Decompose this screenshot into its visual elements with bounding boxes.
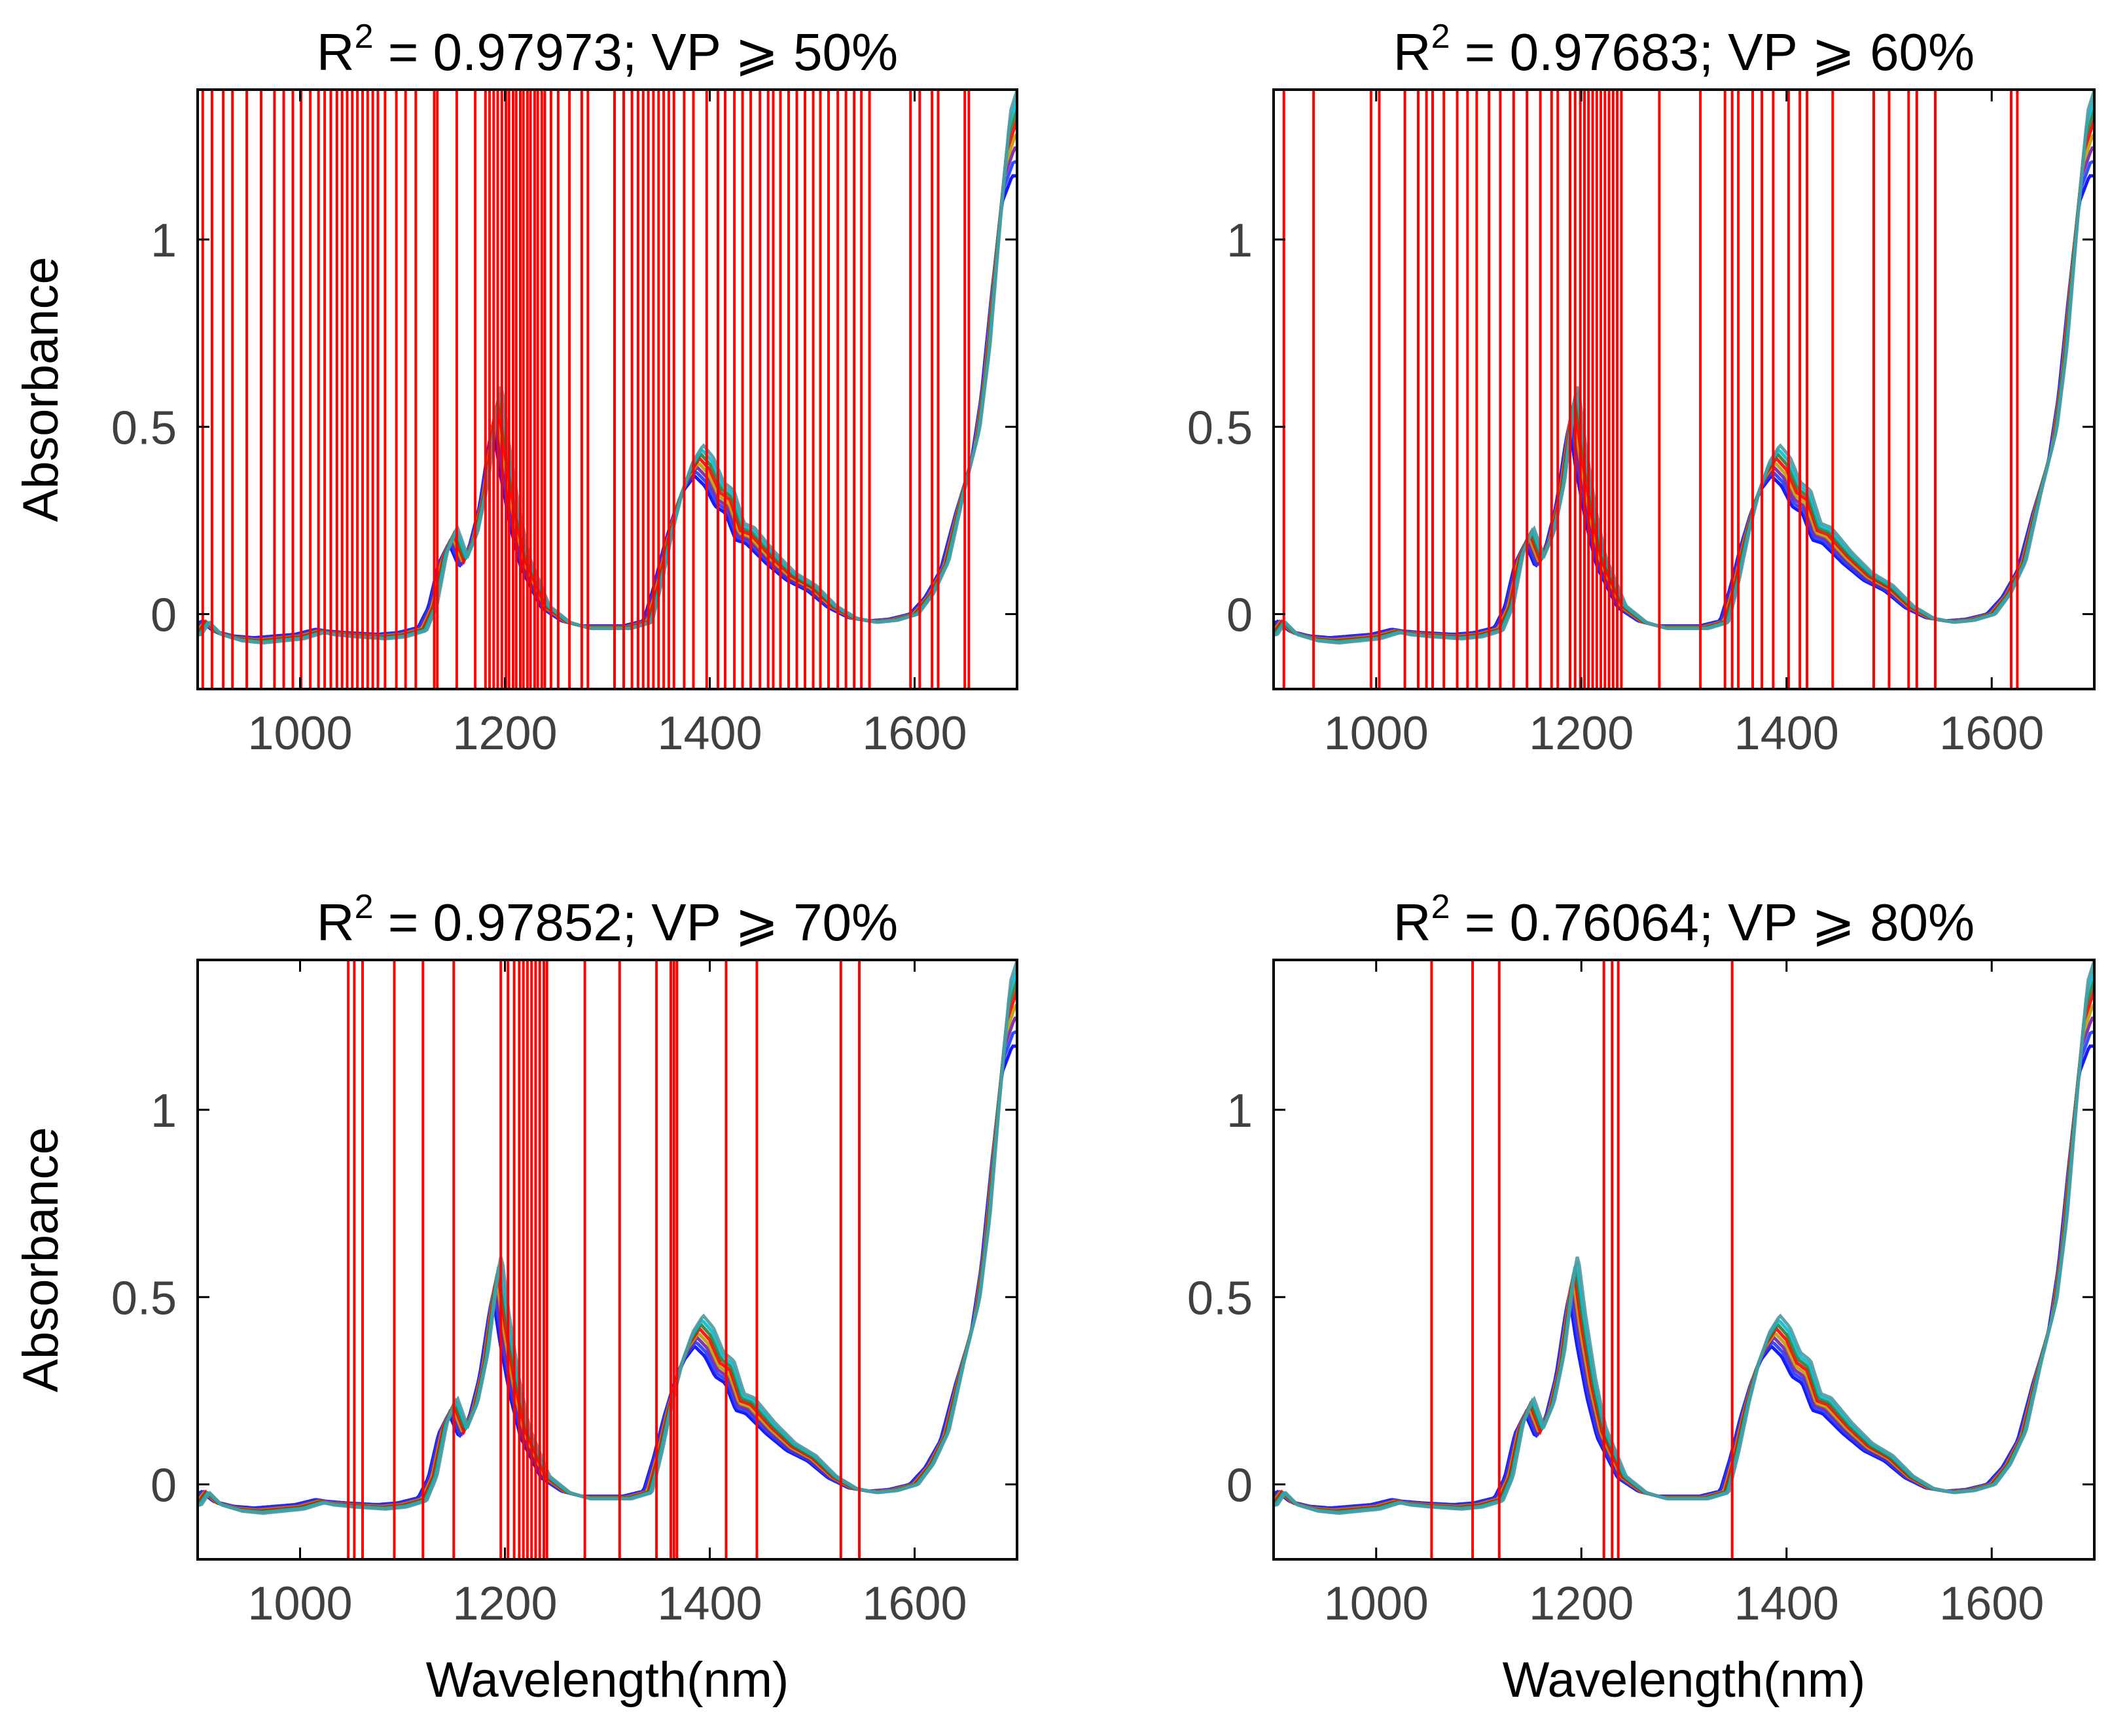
x-tick-label: 1600 bbox=[862, 707, 967, 760]
x-axis-label: Wavelength(nm) bbox=[426, 1652, 789, 1708]
plot-frame bbox=[196, 959, 1018, 1561]
chart-panel-4: 1000 1200 1400 1600 0 0.5 1 R2 = 0.76064; VP ⩾ … bbox=[1187, 888, 2096, 1708]
chart-panel-3: 1000 1200 1400 1600 0 0.5 1 R2 = 0.97852; VP ⩾ … bbox=[13, 888, 1018, 1708]
x-tick-label: 1600 bbox=[1939, 1578, 2044, 1630]
title-superscript: 2 bbox=[355, 18, 374, 56]
x-tick-label: 1000 bbox=[247, 707, 352, 760]
x-tick-label: 1600 bbox=[1939, 707, 2044, 760]
title-rest: = 0.97973; VP ⩾ 50% bbox=[374, 23, 899, 81]
title-superscript: 2 bbox=[1431, 888, 1450, 926]
x-tick-label: 1000 bbox=[247, 1578, 352, 1630]
y-tick-label: 0.5 bbox=[1187, 1272, 1253, 1324]
y-tick-label: 0.5 bbox=[111, 1272, 177, 1324]
y-tick-label: 1 bbox=[151, 1085, 177, 1137]
y-tick-label: 1 bbox=[1226, 215, 1253, 267]
spectrum-line bbox=[1274, 960, 2094, 1515]
title-prefix: R bbox=[317, 893, 355, 951]
title-prefix: R bbox=[317, 23, 355, 81]
y-tick-label: 0 bbox=[151, 1460, 177, 1512]
y-tick-label: 0 bbox=[151, 590, 177, 642]
spectrum-line bbox=[1274, 90, 2094, 645]
selected-wavelength-lines bbox=[1282, 90, 2019, 689]
x-tick-label: 1000 bbox=[1324, 1578, 1429, 1630]
chart-title: R2 = 0.97683; VP ⩾ 60% bbox=[1393, 18, 1975, 81]
y-tick-label: 0 bbox=[1226, 590, 1253, 642]
plot-frame bbox=[1272, 959, 2096, 1561]
x-tick-label: 1400 bbox=[1734, 1578, 1839, 1630]
x-tick-label: 1200 bbox=[452, 1578, 557, 1630]
x-axis-label: Wavelength(nm) bbox=[1503, 1652, 1866, 1708]
x-tick-label: 1200 bbox=[452, 707, 557, 760]
x-tick-label: 1200 bbox=[1529, 1578, 1634, 1630]
chart-title: R2 = 0.97973; VP ⩾ 50% bbox=[317, 18, 898, 81]
spectra-group bbox=[1274, 90, 2094, 645]
x-tick-label: 1600 bbox=[862, 1578, 967, 1630]
chart-title: R2 = 0.97852; VP ⩾ 70% bbox=[317, 888, 898, 951]
title-superscript: 2 bbox=[1431, 18, 1450, 56]
title-rest: = 0.97683; VP ⩾ 60% bbox=[1450, 23, 1975, 81]
y-axis-label: Absorbance bbox=[13, 1127, 69, 1392]
y-tick-label: 1 bbox=[151, 215, 177, 267]
x-tick-label: 1400 bbox=[657, 707, 762, 760]
x-tick-label: 1200 bbox=[1529, 707, 1634, 760]
x-tick-label: 1000 bbox=[1324, 707, 1429, 760]
y-axis-label: Absorbance bbox=[13, 257, 69, 522]
spectra-group bbox=[198, 960, 1017, 1515]
selected-wavelength-lines bbox=[201, 90, 971, 689]
title-rest: = 0.76064; VP ⩾ 80% bbox=[1450, 893, 1975, 951]
selected-wavelength-lines bbox=[1430, 960, 1734, 1559]
chart-title: R2 = 0.76064; VP ⩾ 80% bbox=[1393, 888, 1975, 951]
chart-panel-2: 1000 1200 1400 1600 0 0.5 1 R2 = 0.97683; VP ⩾ … bbox=[1187, 18, 2096, 760]
plot-frame bbox=[196, 88, 1018, 690]
spectrum-line bbox=[198, 960, 1017, 1515]
plot-frame bbox=[1272, 88, 2096, 690]
spectrum-line bbox=[198, 90, 1017, 645]
y-tick-label: 0.5 bbox=[1187, 402, 1253, 454]
x-tick-label: 1400 bbox=[657, 1578, 762, 1630]
spectra-group bbox=[1274, 960, 2094, 1515]
y-tick-label: 1 bbox=[1226, 1085, 1253, 1137]
selected-wavelength-lines bbox=[347, 960, 861, 1559]
title-superscript: 2 bbox=[355, 888, 374, 926]
spectra-group bbox=[198, 90, 1017, 645]
x-tick-label: 1400 bbox=[1734, 707, 1839, 760]
y-tick-label: 0 bbox=[1226, 1460, 1253, 1512]
y-tick-label: 0.5 bbox=[111, 402, 177, 454]
chart-panel-1: 1000 1200 1400 1600 0 0.5 1 R2 = 0.97973; VP ⩾ … bbox=[13, 18, 1018, 760]
title-rest: = 0.97852; VP ⩾ 70% bbox=[374, 893, 899, 951]
title-prefix: R bbox=[1393, 23, 1431, 81]
title-prefix: R bbox=[1393, 893, 1431, 951]
